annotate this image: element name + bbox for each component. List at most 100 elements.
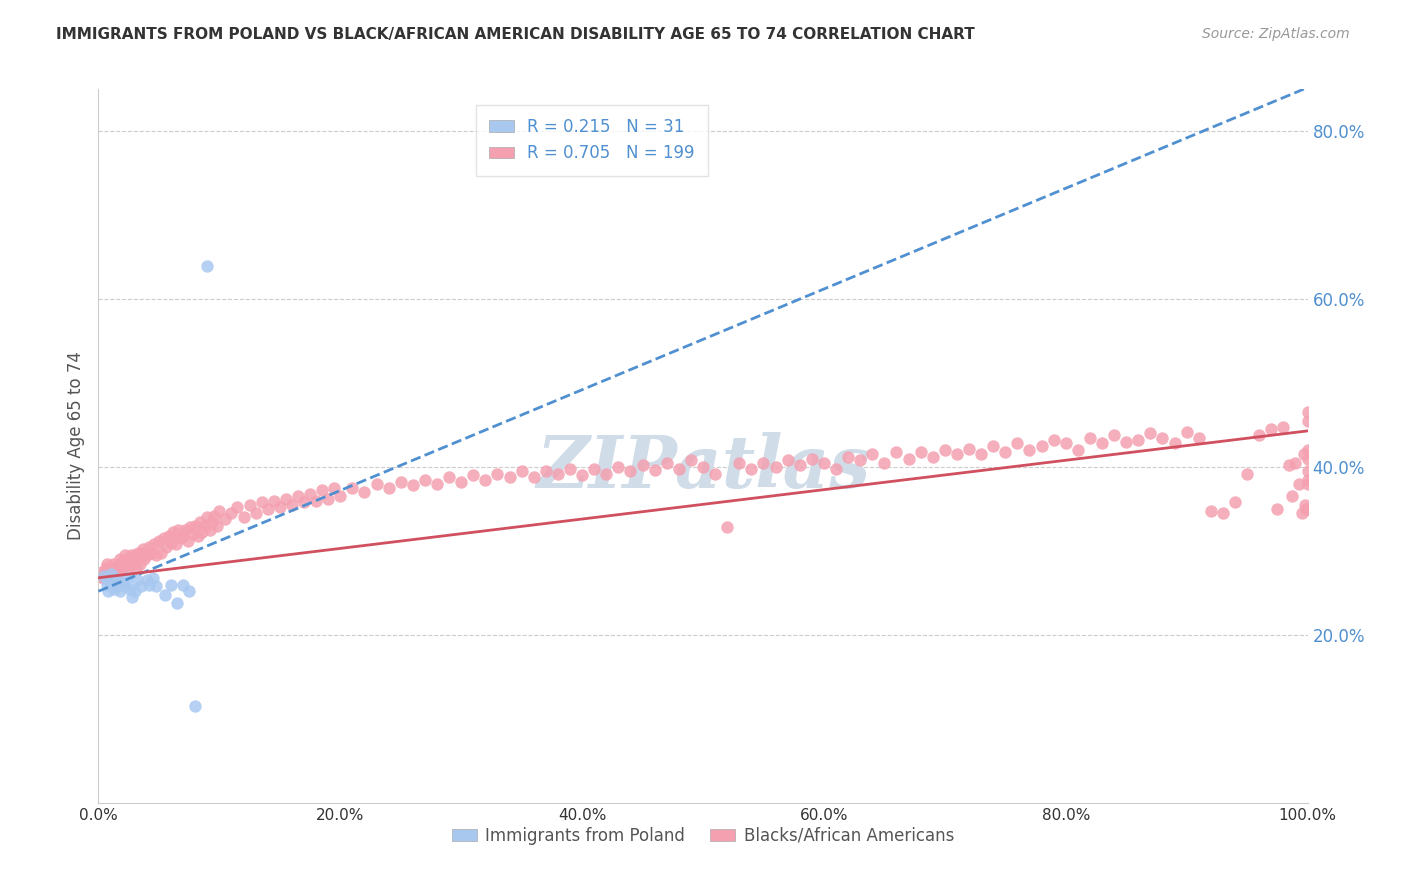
Point <box>108 584 131 599</box>
Point <box>1296 476 1319 491</box>
Point <box>813 456 835 470</box>
Point <box>145 548 167 562</box>
Point <box>1249 428 1271 442</box>
Point <box>1054 436 1077 450</box>
Point <box>1188 431 1211 445</box>
Point <box>141 546 163 560</box>
Point <box>474 473 496 487</box>
Point <box>547 467 569 481</box>
Point <box>135 574 157 588</box>
Point <box>1284 456 1306 470</box>
Point <box>117 562 139 576</box>
Point <box>250 495 273 509</box>
Point <box>619 464 641 478</box>
Point <box>800 451 823 466</box>
Point <box>97 571 120 585</box>
Text: Source: ZipAtlas.com: Source: ZipAtlas.com <box>1202 27 1350 41</box>
Point <box>716 520 738 534</box>
Point <box>117 571 139 585</box>
Point <box>510 464 533 478</box>
Point <box>120 548 142 562</box>
Point <box>1175 425 1198 439</box>
Point <box>377 481 399 495</box>
Point <box>127 574 149 588</box>
Point <box>98 574 121 588</box>
Point <box>1115 434 1137 449</box>
Point <box>583 461 606 475</box>
Point <box>498 470 520 484</box>
Point <box>153 588 176 602</box>
Point <box>765 460 787 475</box>
Point <box>486 467 509 481</box>
Point <box>1272 419 1295 434</box>
Point <box>103 571 125 585</box>
Point <box>111 554 134 568</box>
Point <box>105 559 128 574</box>
Point <box>101 557 124 571</box>
Point <box>934 443 956 458</box>
Point <box>214 512 236 526</box>
Legend: Immigrants from Poland, Blacks/African Americans: Immigrants from Poland, Blacks/African A… <box>446 821 960 852</box>
Point <box>849 453 872 467</box>
Point <box>179 520 201 534</box>
Point <box>127 550 149 565</box>
Point <box>402 478 425 492</box>
Point <box>329 489 352 503</box>
Point <box>305 493 328 508</box>
Point <box>1296 414 1319 428</box>
Point <box>571 468 593 483</box>
Point <box>1296 451 1319 466</box>
Point <box>118 557 141 571</box>
Point <box>160 577 183 591</box>
Point <box>353 485 375 500</box>
Point <box>1296 473 1319 487</box>
Point <box>124 584 146 599</box>
Point <box>994 445 1017 459</box>
Point <box>1294 498 1316 512</box>
Point <box>160 535 183 549</box>
Point <box>274 491 297 506</box>
Point <box>124 548 146 562</box>
Point <box>157 529 180 543</box>
Point <box>256 502 278 516</box>
Point <box>692 460 714 475</box>
Point <box>94 560 117 574</box>
Point <box>110 562 132 576</box>
Point <box>221 506 243 520</box>
Point <box>135 548 157 562</box>
Point <box>195 259 218 273</box>
Point <box>910 445 932 459</box>
Point <box>644 463 666 477</box>
Point <box>607 460 630 475</box>
Point <box>108 552 131 566</box>
Point <box>437 470 460 484</box>
Point <box>108 557 131 571</box>
Point <box>299 487 322 501</box>
Point <box>112 559 135 574</box>
Point <box>776 453 799 467</box>
Point <box>1278 458 1301 473</box>
Point <box>287 489 309 503</box>
Point <box>104 562 127 576</box>
Point <box>534 464 557 478</box>
Point <box>789 458 811 473</box>
Point <box>104 571 127 585</box>
Point <box>118 550 141 565</box>
Y-axis label: Disability Age 65 to 74: Disability Age 65 to 74 <box>66 351 84 541</box>
Point <box>91 565 114 579</box>
Point <box>281 498 304 512</box>
Point <box>100 560 122 574</box>
Point <box>167 523 190 537</box>
Point <box>132 542 155 557</box>
Point <box>172 577 194 591</box>
Point <box>463 468 485 483</box>
Point <box>1091 436 1114 450</box>
Point <box>204 508 226 523</box>
Point <box>1078 431 1101 445</box>
Point <box>195 510 218 524</box>
Point <box>129 579 152 593</box>
Point <box>150 546 173 560</box>
Point <box>523 470 546 484</box>
Point <box>100 567 122 582</box>
Point <box>245 506 267 520</box>
